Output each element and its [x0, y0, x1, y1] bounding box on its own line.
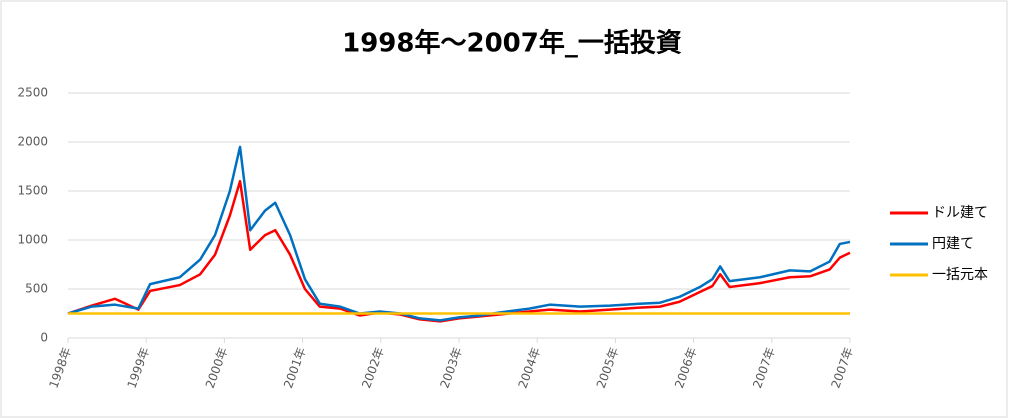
- legend-label: 一括元本: [932, 267, 988, 283]
- y-tick-label: 0: [40, 331, 48, 345]
- y-tick-label: 1500: [17, 184, 48, 198]
- y-tick-label: 500: [25, 282, 48, 296]
- legend-label: 円建て: [932, 236, 974, 252]
- y-tick-label: 2500: [17, 86, 48, 100]
- series-line: [67, 145, 851, 322]
- legend-label: ドル建て: [932, 205, 988, 221]
- y-tick-label: 1000: [17, 233, 48, 247]
- chart-title: 1998年～2007年_一括投資: [342, 28, 682, 59]
- y-tick-label: 2000: [17, 135, 48, 149]
